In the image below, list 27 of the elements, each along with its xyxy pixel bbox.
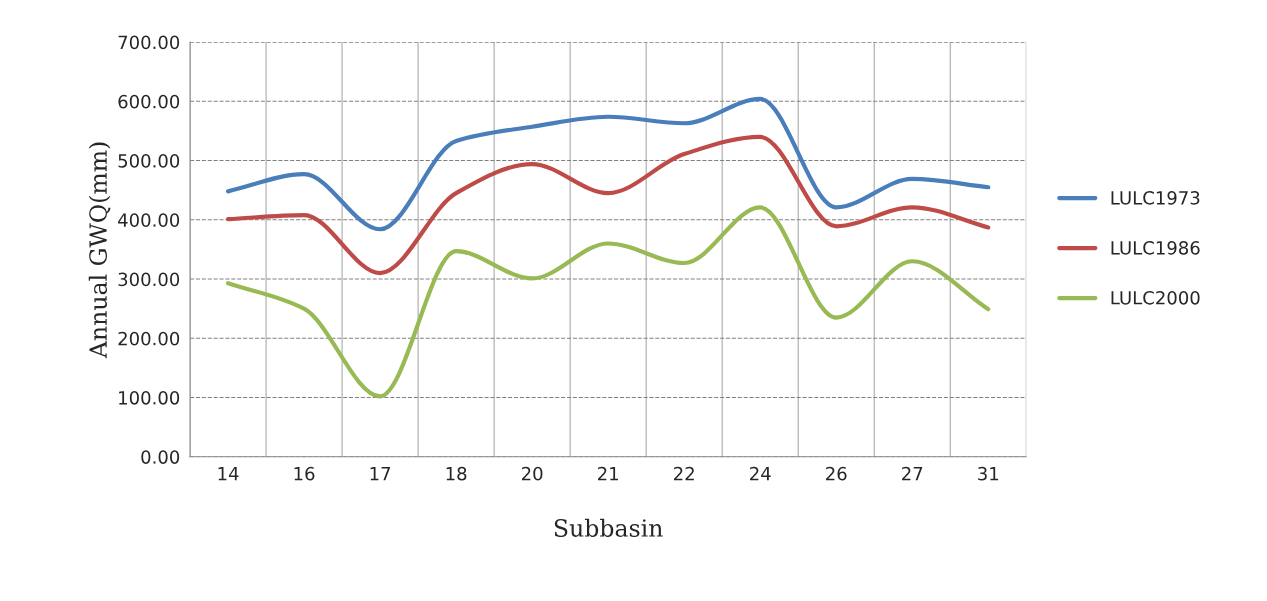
- y-tick-label: 200.00: [118, 331, 180, 346]
- x-tick-label: 31: [978, 466, 999, 481]
- x-tick-label: 16: [294, 466, 315, 481]
- x-tick-label: 20: [521, 466, 543, 481]
- y-tick-label: 600.00: [118, 94, 180, 109]
- x-tick-label: 17: [370, 467, 391, 481]
- line-series: [225, 96, 991, 232]
- legend-label: LULC1986: [1111, 241, 1200, 255]
- y-tick-label: 100.00: [119, 390, 180, 405]
- y-tick-label: 300.00: [118, 272, 180, 287]
- y-tick-label: 700.00: [118, 35, 180, 50]
- line-series: [225, 205, 991, 399]
- y-tick-label: 400.00: [118, 213, 180, 227]
- x-tick-label: 26: [826, 466, 847, 481]
- legend-label: LULC1973: [1111, 191, 1200, 205]
- x-tick-label: 22: [674, 466, 694, 481]
- x-tick-label: 27: [902, 466, 923, 481]
- legend-label: LULC2000: [1111, 290, 1200, 305]
- y-axis-title: Annual GWQ(mm): [88, 142, 111, 359]
- x-tick-label: 18: [446, 466, 467, 481]
- x-axis-title: Subbasin: [554, 518, 663, 537]
- x-tick-label: 14: [218, 467, 239, 481]
- x-tick-label: 24: [750, 466, 771, 481]
- y-tick-label: 0.00: [141, 450, 180, 464]
- x-tick-label: 21: [598, 466, 618, 481]
- line-series: [225, 134, 991, 276]
- y-tick-label: 500.00: [118, 154, 180, 168]
